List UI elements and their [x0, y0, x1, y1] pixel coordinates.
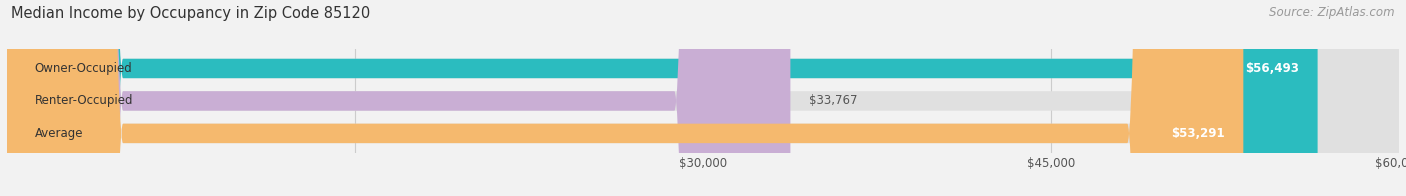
Text: $53,291: $53,291 — [1171, 127, 1225, 140]
FancyBboxPatch shape — [7, 0, 1399, 196]
Text: Source: ZipAtlas.com: Source: ZipAtlas.com — [1270, 6, 1395, 19]
FancyBboxPatch shape — [7, 0, 1399, 196]
Text: $33,767: $33,767 — [808, 94, 858, 107]
Text: Median Income by Occupancy in Zip Code 85120: Median Income by Occupancy in Zip Code 8… — [11, 6, 371, 21]
FancyBboxPatch shape — [7, 0, 1399, 196]
FancyBboxPatch shape — [7, 0, 1317, 196]
Text: $56,493: $56,493 — [1246, 62, 1299, 75]
FancyBboxPatch shape — [7, 0, 1243, 196]
FancyBboxPatch shape — [7, 0, 790, 196]
Text: Average: Average — [35, 127, 83, 140]
Text: Owner-Occupied: Owner-Occupied — [35, 62, 132, 75]
Text: Renter-Occupied: Renter-Occupied — [35, 94, 134, 107]
